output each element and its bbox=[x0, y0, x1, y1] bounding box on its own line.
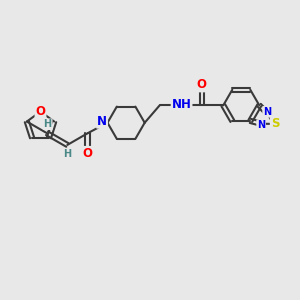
Text: S: S bbox=[271, 117, 279, 130]
Text: N: N bbox=[97, 115, 107, 128]
Text: O: O bbox=[35, 105, 46, 118]
Text: N: N bbox=[257, 120, 265, 130]
Text: H: H bbox=[63, 149, 71, 159]
Text: H: H bbox=[44, 119, 52, 129]
Text: NH: NH bbox=[172, 98, 191, 111]
Text: N: N bbox=[263, 107, 271, 117]
Text: O: O bbox=[82, 147, 93, 160]
Text: O: O bbox=[197, 78, 207, 92]
